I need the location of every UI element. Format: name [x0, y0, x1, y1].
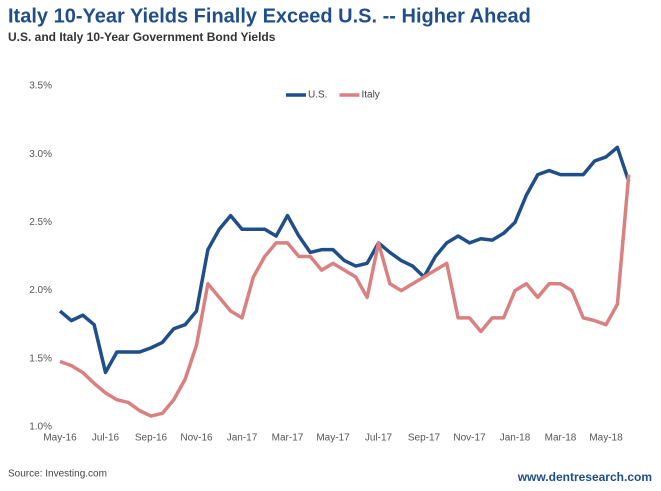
x-tick-label: Sep-16 — [135, 433, 168, 444]
x-tick-label: May-17 — [316, 433, 350, 444]
x-tick-label: Nov-17 — [453, 433, 486, 444]
y-tick-label: 3.0% — [29, 149, 52, 160]
x-tick-label: Jan-17 — [227, 433, 258, 444]
x-tick-label: May-18 — [589, 433, 623, 444]
y-tick-label: 1.5% — [29, 353, 52, 364]
line-series — [59, 174, 631, 418]
y-tick-label: 1.0% — [29, 422, 52, 433]
x-tick-label: Mar-17 — [272, 433, 304, 444]
x-tick-label: Jul-17 — [365, 433, 393, 444]
x-tick-label: Jan-18 — [500, 433, 531, 444]
x-tick-label: Jul-16 — [92, 433, 120, 444]
x-tick-label: Nov-16 — [180, 433, 213, 444]
legend-label: U.S. — [308, 90, 327, 101]
chart-title: Italy 10-Year Yields Finally Exceed U.S.… — [8, 5, 531, 27]
source: Source: Investing.com — [8, 469, 107, 480]
chart-subtitle: U.S. and Italy 10-Year Government Bond Y… — [8, 30, 276, 44]
x-tick-label: Mar-18 — [545, 433, 577, 444]
credit: www.dentresearch.com — [517, 470, 652, 484]
x-tick-label: May-16 — [43, 433, 77, 444]
legend-label: Italy — [361, 90, 379, 101]
y-tick-label: 3.5% — [29, 81, 52, 92]
x-tick-label: Sep-17 — [408, 433, 441, 444]
y-tick-label: 2.5% — [29, 217, 52, 228]
line-series — [58, 145, 631, 375]
y-tick-label: 2.0% — [29, 285, 52, 296]
